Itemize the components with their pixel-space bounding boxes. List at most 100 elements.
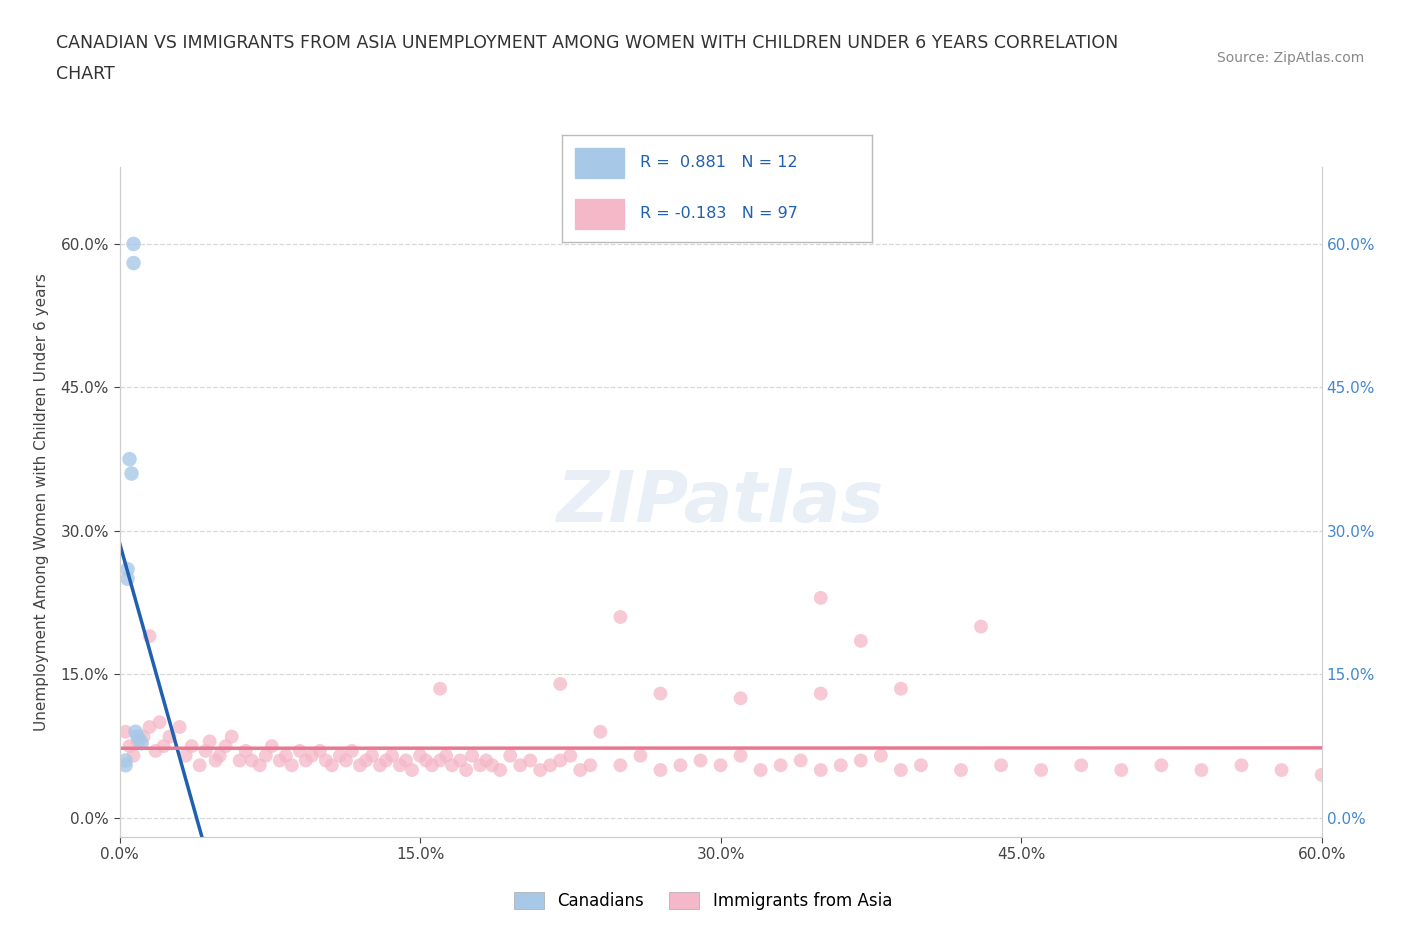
Point [475,753,498,768]
Point [198,734,221,749]
Point [569,763,592,777]
Point [117,571,139,586]
Point [849,753,872,768]
Point [519,753,541,768]
Point [118,452,141,467]
Point [669,758,692,773]
Point [159,729,181,744]
Point [630,749,652,764]
Point [429,753,451,768]
Point [579,758,602,773]
Point [609,758,631,773]
Point [489,763,512,777]
Bar [575,148,624,178]
Point [288,743,311,758]
Point [188,758,211,773]
Point [122,256,145,271]
Point [970,619,993,634]
Point [429,682,451,697]
Point [114,758,136,773]
Point [274,749,297,764]
Point [215,738,238,753]
Point [122,236,145,251]
Point [194,743,217,758]
Point [375,753,398,768]
Text: ZIPatlas: ZIPatlas [557,468,884,537]
Point [309,743,332,758]
Point [409,749,432,764]
Point [1310,767,1333,782]
Legend: Canadians, Immigrants from Asia: Canadians, Immigrants from Asia [508,885,898,917]
Point [361,749,384,764]
Point [295,753,318,768]
Text: Source: ZipAtlas.com: Source: ZipAtlas.com [1216,51,1364,65]
Point [1271,763,1294,777]
Point [321,758,343,773]
Point [149,715,172,730]
Point [709,758,731,773]
Point [249,758,271,773]
Point [235,743,257,758]
Point [335,753,357,768]
Point [395,753,418,768]
Point [560,749,582,764]
Point [138,720,160,735]
Point [481,758,503,773]
Point [730,691,752,706]
Point [228,753,252,768]
Point [388,758,412,773]
Point [340,743,363,758]
Point [790,753,813,768]
Point [180,738,202,753]
Point [434,749,457,764]
Point [128,732,150,747]
Point [281,758,304,773]
Point [441,758,464,773]
Point [124,724,146,739]
Point [456,763,478,777]
Point [449,753,471,768]
Point [315,753,337,768]
Point [689,753,711,768]
Point [152,738,174,753]
Point [301,749,323,764]
Point [121,466,143,481]
Point [349,758,371,773]
Bar [575,199,624,229]
Point [127,729,149,744]
Point [830,758,852,773]
Point [117,562,139,577]
Point [499,749,522,764]
Point [509,758,531,773]
Point [468,758,492,773]
Point [950,763,973,777]
Point [1150,758,1173,773]
Point [749,763,772,777]
Point [354,753,377,768]
Point [131,736,153,751]
Point [1029,763,1052,777]
Point [169,720,191,735]
Point [538,758,561,773]
Point [138,629,160,644]
Point [329,749,352,764]
Point [208,749,231,764]
Point [114,753,136,768]
Point [401,763,423,777]
Y-axis label: Unemployment Among Women with Children Under 6 years: Unemployment Among Women with Children U… [35,273,49,731]
Point [650,763,672,777]
Point [849,633,872,648]
Point [381,749,404,764]
Point [269,753,291,768]
Point [890,682,912,697]
Text: CHART: CHART [56,65,115,83]
Point [461,749,484,764]
Point [145,743,167,758]
Point [240,753,263,768]
Text: R = -0.183   N = 97: R = -0.183 N = 97 [640,206,797,221]
Point [114,724,136,739]
Point [810,763,832,777]
Point [1070,758,1092,773]
Point [1191,763,1213,777]
Point [810,686,832,701]
